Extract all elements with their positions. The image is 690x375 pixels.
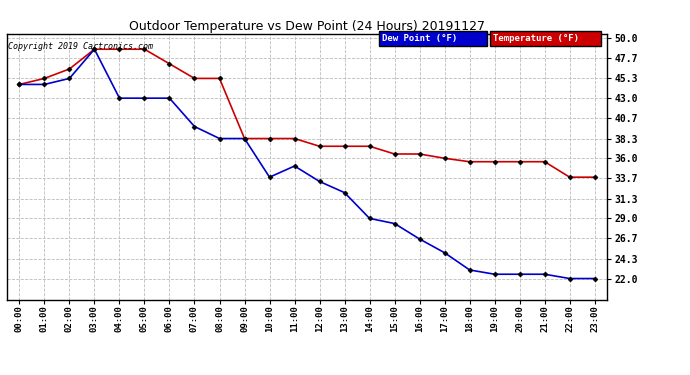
FancyBboxPatch shape: [490, 31, 601, 46]
Text: Temperature (°F): Temperature (°F): [493, 34, 579, 43]
Text: Dew Point (°F): Dew Point (°F): [382, 34, 457, 43]
FancyBboxPatch shape: [379, 31, 487, 46]
Text: Copyright 2019 Cartronics.com: Copyright 2019 Cartronics.com: [8, 42, 153, 51]
Title: Outdoor Temperature vs Dew Point (24 Hours) 20191127: Outdoor Temperature vs Dew Point (24 Hou…: [129, 20, 485, 33]
